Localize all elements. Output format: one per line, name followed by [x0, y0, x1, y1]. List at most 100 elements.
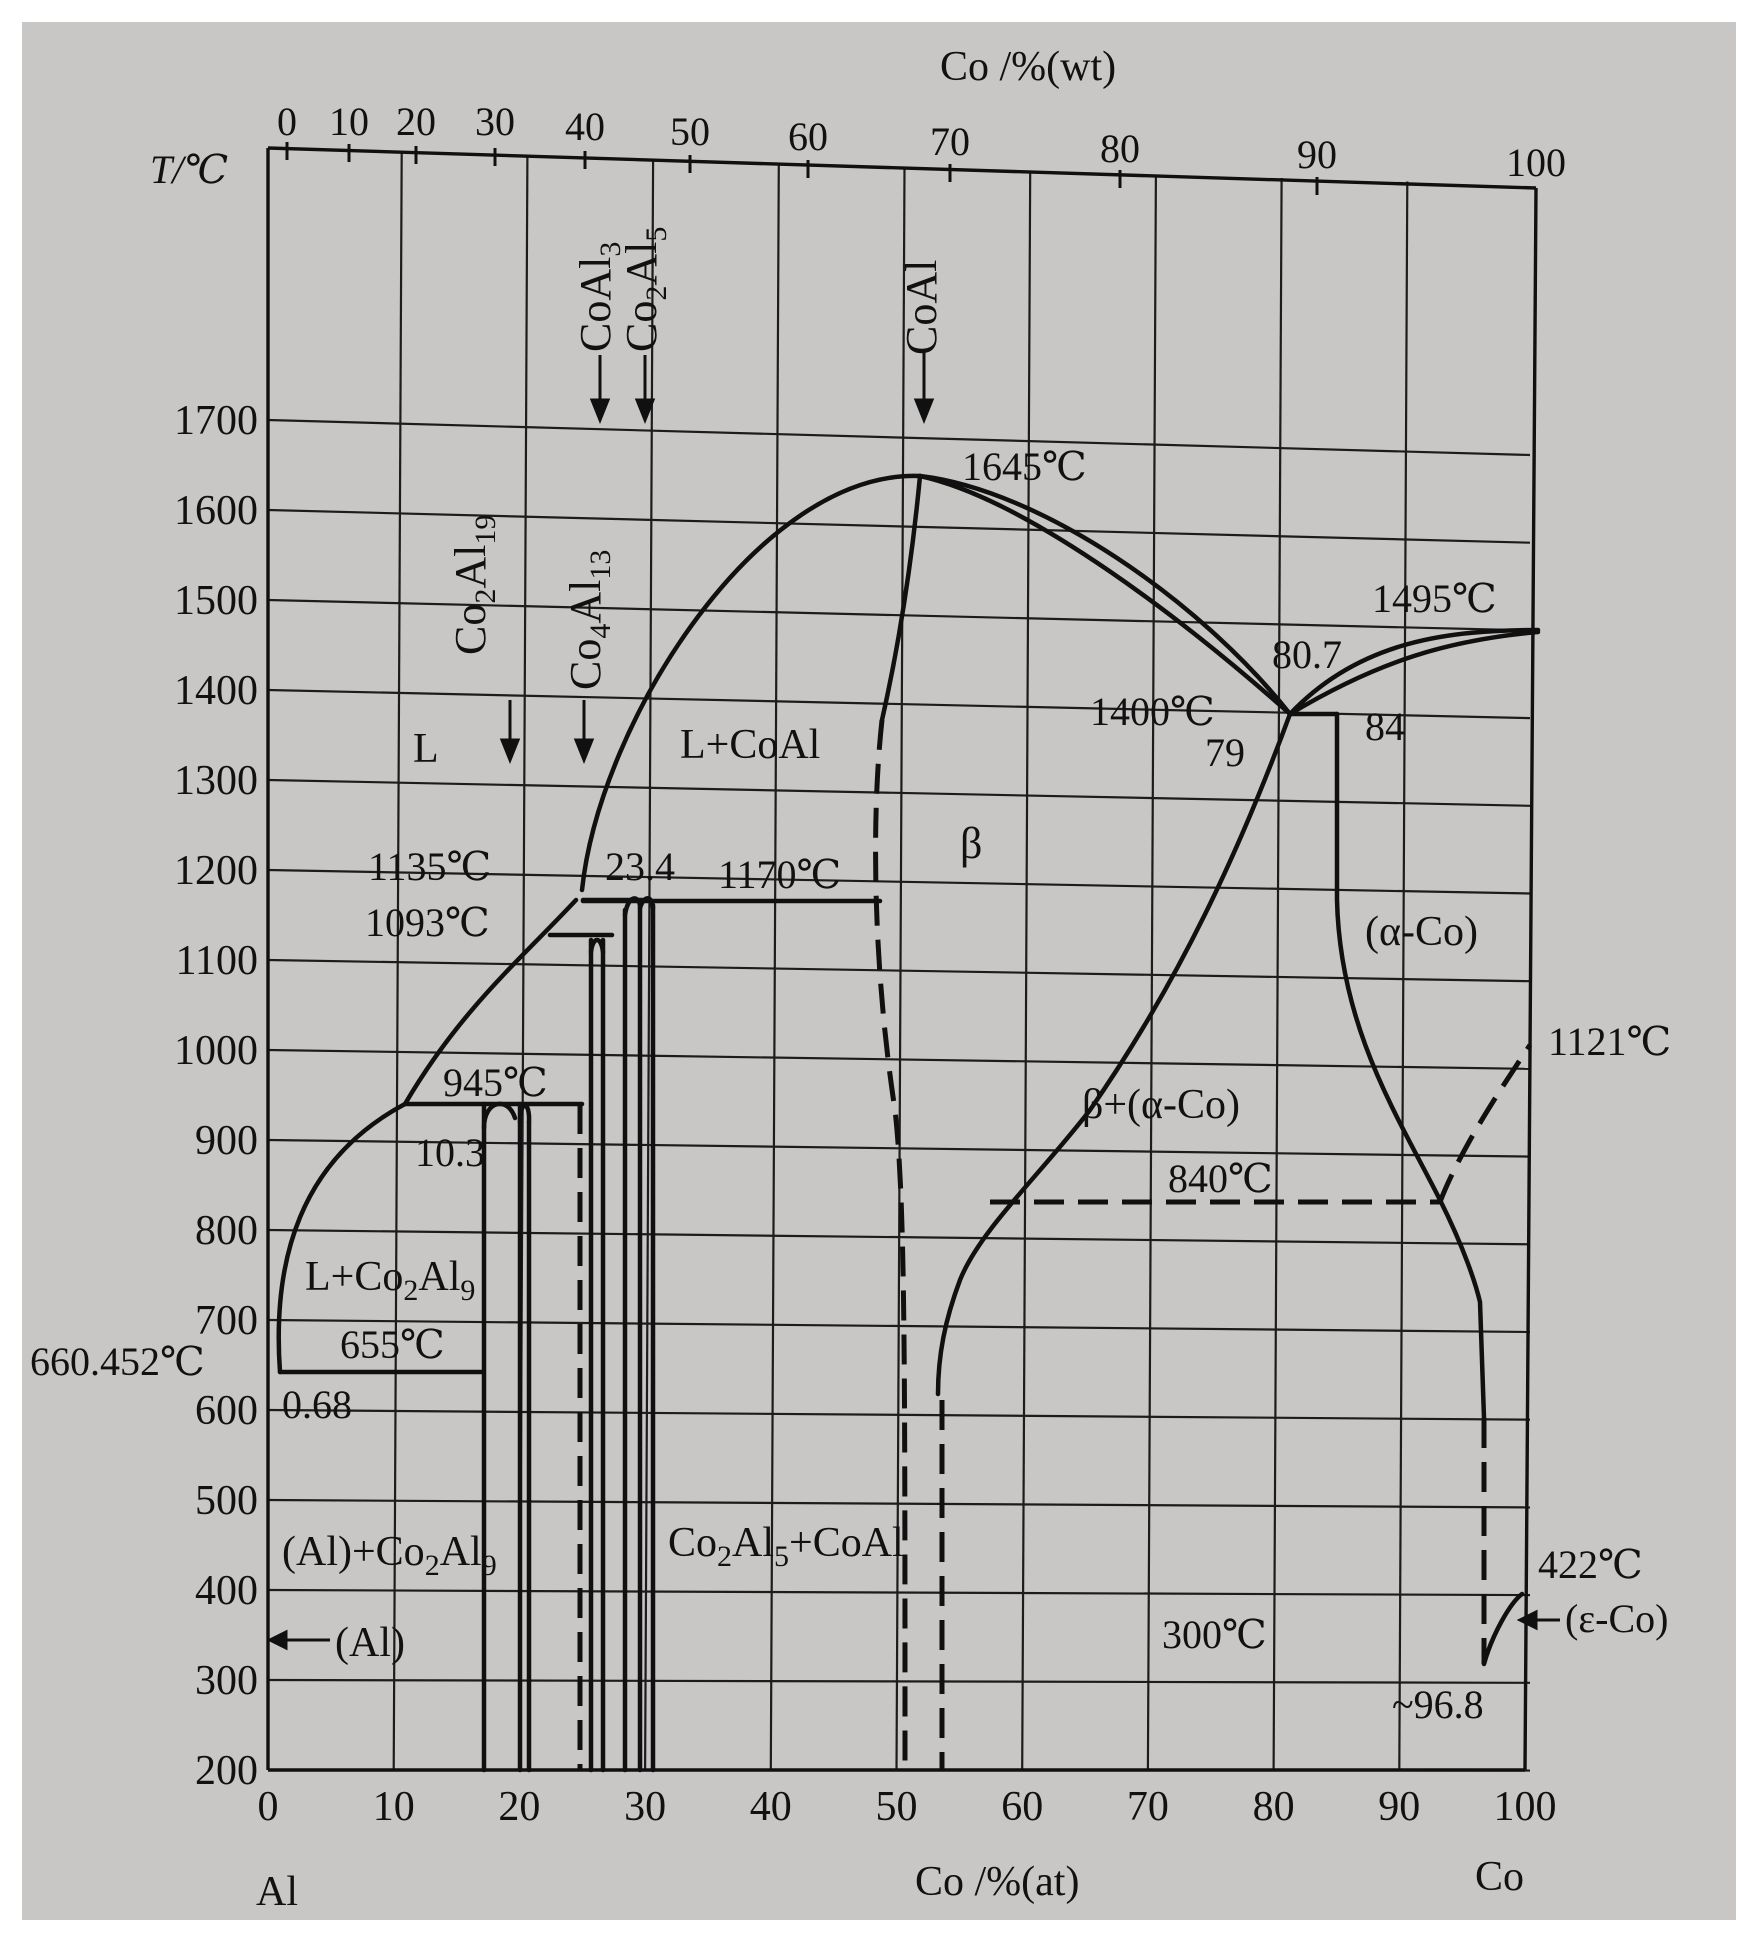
compound-co4al13: Co4Al13	[561, 550, 617, 690]
right-element-label: Co	[1475, 1854, 1524, 1900]
phase-boundaries	[276, 473, 1541, 1773]
y-tick-label: 900	[195, 1118, 258, 1164]
phase-epsilon-co: (ε-Co)	[1565, 1596, 1668, 1641]
co2al9-dome-left	[481, 1101, 518, 1131]
top-tick-label: 30	[475, 99, 515, 144]
annotation-0-68: 0.68	[282, 1382, 352, 1427]
top-tick-label: 100	[1506, 140, 1566, 185]
y-tick-label: 300	[195, 1658, 258, 1704]
grid-vertical-line	[1272, 177, 1283, 1771]
phase-l-coal: L+CoAl	[680, 722, 820, 768]
annotation-1093: 1093℃	[365, 900, 490, 945]
left-element-label: Al	[256, 1869, 298, 1915]
top-tick-label: 90	[1297, 132, 1337, 177]
co2al5-cap	[637, 896, 656, 911]
top-tick-label: 10	[329, 99, 369, 144]
liquidus-coal-left	[579, 473, 923, 893]
top-tick-label: 20	[396, 99, 436, 144]
grid-horizontal-line	[267, 1498, 1531, 1509]
phase-co2al5-coal: Co2Al5+CoAl	[668, 1520, 904, 1573]
top-tick-label: 70	[930, 119, 970, 164]
grid-horizontal-line	[267, 778, 1531, 807]
y-axis-tick-labels: 1700 1600 1500 1400 1300 1200 1100 1000 900 800 70…	[174, 398, 258, 1794]
annotation-80-7: 80.7	[1272, 632, 1342, 677]
top-tick-label: 40	[565, 104, 605, 149]
y-tick-label: 1000	[174, 1028, 258, 1074]
annotation-300: 300℃	[1162, 1612, 1267, 1657]
phase-beta: β	[960, 819, 982, 868]
annotation-1170: 1170℃	[718, 852, 841, 897]
grid-horizontal-line	[267, 598, 1531, 632]
alpha-co-magnetic-dashed	[1437, 1043, 1533, 1203]
compound-coal: CoAl	[897, 260, 946, 355]
alpha-co-solvus	[1334, 711, 1487, 1421]
top-tick-label: 50	[670, 109, 710, 154]
plot-frame	[266, 146, 1538, 1772]
y-tick-label: 1300	[174, 758, 258, 804]
top-axis-label: Co /%(wt)	[940, 44, 1116, 90]
liquidus-al-side	[276, 1101, 408, 1375]
phase-al-co2al9: (Al)+Co2Al9	[282, 1529, 497, 1582]
liquidus-co2al9	[402, 897, 579, 1107]
bottom-tick-label: 30	[624, 1784, 666, 1830]
grid-horizontal-line	[267, 1588, 1531, 1597]
epsilon-transition-curve	[1481, 1591, 1525, 1667]
annotation-1645: 1645℃	[962, 444, 1087, 489]
compound-co2al5: Co2Al5	[617, 227, 673, 352]
solidus-coal-right	[917, 473, 1293, 717]
coal3-cap	[622, 896, 643, 918]
top-tick-label: 0	[277, 99, 297, 144]
y-tick-label: 400	[195, 1568, 258, 1614]
annotation-840: 840℃	[1168, 1156, 1273, 1201]
bottom-axis-label: Co /%(at)	[915, 1859, 1079, 1905]
grid-vertical-line	[895, 167, 906, 1771]
annotation-84: 84	[1365, 704, 1405, 749]
bottom-tick-label: 40	[750, 1784, 792, 1830]
y-tick-label: 600	[195, 1388, 258, 1434]
grid-vertical-line	[1398, 181, 1409, 1771]
bottom-tick-label: 90	[1378, 1784, 1420, 1830]
bottom-tick-label: 70	[1127, 1784, 1169, 1830]
y-tick-label: 200	[195, 1748, 258, 1794]
annotation-655: 655℃	[340, 1322, 445, 1367]
bottom-axis-tick-labels: 0 10 20 30 40 50 60 70 80 90 100	[258, 1784, 1557, 1830]
annotation-23-4: 23.4	[605, 844, 675, 889]
compound-co2al9: Co2Al19	[446, 515, 502, 655]
top-tick-label: 60	[788, 114, 828, 159]
phase-liquid: L	[413, 726, 439, 772]
bottom-tick-label: 0	[258, 1784, 279, 1830]
y-axis-label: T/℃	[150, 147, 228, 192]
phase-beta-alpha: β+(α-Co)	[1082, 1082, 1240, 1128]
annotations: 1645℃ 1495℃ 1400℃ 80.7 79 84 1135℃ 23.4 …	[30, 444, 1671, 1727]
grid	[267, 153, 1531, 1772]
y-tick-label: 800	[195, 1208, 258, 1254]
phase-l-co2al9: L+Co2Al9	[305, 1254, 475, 1307]
grid-vertical-line	[769, 163, 780, 1771]
bottom-tick-label: 50	[876, 1784, 918, 1830]
y-tick-label: 500	[195, 1478, 258, 1524]
bottom-tick-label: 60	[1001, 1784, 1043, 1830]
compound-arrows	[266, 350, 1560, 1651]
annotation-79: 79	[1205, 730, 1245, 775]
bottom-tick-label: 80	[1253, 1784, 1295, 1830]
top-tick-label: 80	[1100, 126, 1140, 171]
annotation-1135: 1135℃	[368, 844, 491, 889]
annotation-10-3: 10.3	[415, 1130, 485, 1175]
co4al13-cap	[588, 937, 606, 955]
grid-horizontal-line	[267, 1678, 1531, 1684]
annotation-422: 422℃	[1538, 1542, 1643, 1587]
bottom-tick-label: 20	[498, 1784, 540, 1830]
y-tick-label: 1100	[176, 938, 258, 984]
grid-vertical-line	[392, 153, 403, 1771]
annotation-1495: 1495℃	[1372, 576, 1497, 621]
y-tick-label: 1400	[174, 668, 258, 714]
dashed-boundaries	[577, 719, 1533, 1771]
annotation-945: 945℃	[443, 1060, 548, 1105]
compound-coal3: CoAl3	[571, 242, 627, 352]
y-tick-label: 700	[195, 1298, 258, 1344]
top-axis-tick-labels: 0 10 20 30 40 50 60 70 80 90 100	[277, 99, 1566, 185]
grid-horizontal-line	[267, 508, 1531, 544]
annotation-1400: 1400℃	[1090, 689, 1215, 734]
liquidus-co-side-upper	[1287, 627, 1541, 717]
